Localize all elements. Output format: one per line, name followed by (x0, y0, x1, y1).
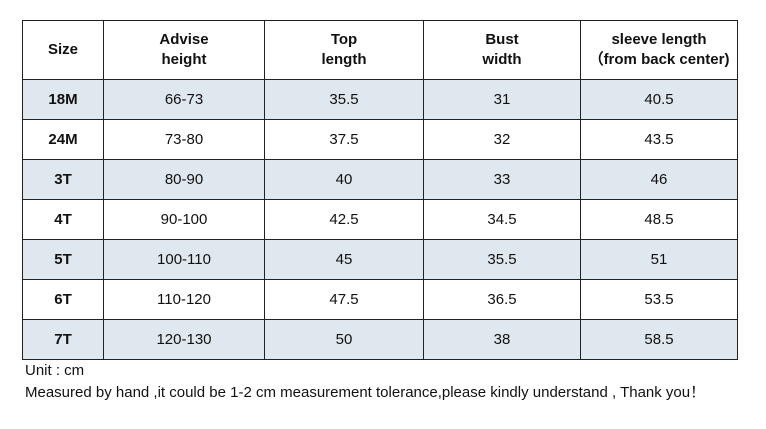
size-cell: 5T (22, 239, 104, 280)
value-cell: 100-110 (103, 239, 265, 280)
value-cell: 120-130 (103, 319, 265, 360)
value-cell: 37.5 (264, 119, 424, 160)
value-cell: 34.5 (423, 199, 581, 240)
tolerance-note: Measured by hand ,it could be 1-2 cm mea… (25, 384, 706, 401)
value-cell: 58.5 (580, 319, 738, 360)
value-cell: 40.5 (580, 79, 738, 120)
table-row: 7T 120-130 50 38 58.5 (22, 319, 738, 360)
size-cell: 4T (22, 199, 104, 240)
header-text: （from back center) (588, 51, 730, 68)
table-row: 5T 100-110 45 35.5 51 (22, 239, 738, 280)
value-cell: 50 (264, 319, 424, 360)
value-cell: 48.5 (580, 199, 738, 240)
size-cell: 3T (22, 159, 104, 200)
table-row: 18M 66-73 35.5 31 40.5 (22, 79, 738, 120)
value-cell: 90-100 (103, 199, 265, 240)
value-cell: 110-120 (103, 279, 265, 320)
header-text: width (482, 51, 522, 68)
value-cell: 31 (423, 79, 581, 120)
value-cell: 45 (264, 239, 424, 280)
value-cell: 46 (580, 159, 738, 200)
value-cell: 32 (423, 119, 581, 160)
value-cell: 43.5 (580, 119, 738, 160)
header-text: Bust (485, 31, 519, 48)
table-row: 6T 110-120 47.5 36.5 53.5 (22, 279, 738, 320)
header-row: Size Advise height Top length Bust width sleeve… (22, 20, 738, 80)
header-cell: Advise height (103, 20, 265, 80)
header-text: height (161, 51, 207, 68)
header-text: Top (330, 31, 358, 48)
value-cell: 73-80 (103, 119, 265, 160)
value-cell: 38 (423, 319, 581, 360)
header-text: Size (47, 41, 78, 58)
value-cell: 35.5 (423, 239, 581, 280)
header-text: Advise (159, 31, 209, 48)
value-cell: 51 (580, 239, 738, 280)
value-cell: 66-73 (103, 79, 265, 120)
value-cell: 53.5 (580, 279, 738, 320)
value-cell: 80-90 (103, 159, 265, 200)
value-cell: 42.5 (264, 199, 424, 240)
size-cell: 6T (22, 279, 104, 320)
size-table: Size Advise height Top length Bust width sleeve… (22, 20, 738, 360)
value-cell: 40 (264, 159, 424, 200)
unit-note: Unit : cm (25, 362, 85, 379)
size-cell: 7T (22, 319, 104, 360)
value-cell: 35.5 (264, 79, 424, 120)
header-text: length (321, 51, 367, 68)
header-text: sleeve length (611, 31, 707, 48)
table-row: 3T 80-90 40 33 46 (22, 159, 738, 200)
size-cell: 24M (22, 119, 104, 160)
table-row: 4T 90-100 42.5 34.5 48.5 (22, 199, 738, 240)
value-cell: 36.5 (423, 279, 581, 320)
value-cell: 47.5 (264, 279, 424, 320)
header-cell: sleeve length （from back center) (580, 20, 738, 80)
size-cell: 18M (22, 79, 104, 120)
value-cell: 33 (423, 159, 581, 200)
table-row: 24M 73-80 37.5 32 43.5 (22, 119, 738, 160)
header-cell: Size (22, 20, 104, 80)
header-cell: Top length (264, 20, 424, 80)
header-cell: Bust width (423, 20, 581, 80)
